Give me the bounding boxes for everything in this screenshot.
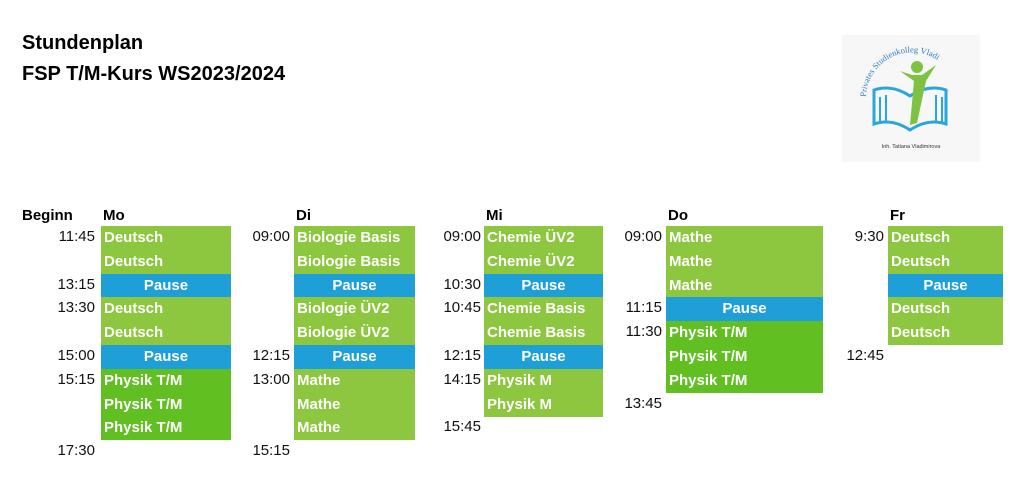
day-header: Mi xyxy=(486,207,503,224)
lesson-cell: Pause xyxy=(101,345,231,369)
start-time: 09:00 xyxy=(624,228,662,245)
lesson-cell: Biologie ÜV2 xyxy=(294,321,415,346)
logo-owner: Inh. Tatiana Vladimirova xyxy=(882,144,942,150)
lesson-cell: Deutsch xyxy=(888,321,1003,346)
start-time: 11:15 xyxy=(625,299,662,317)
lesson-cell: Physik T/M xyxy=(101,368,231,393)
lesson-cell: Pause xyxy=(666,297,823,322)
lesson-cell: Physik T/M xyxy=(101,392,231,417)
lesson-cell: Physik T/M xyxy=(666,345,823,369)
lesson-cell: Chemie Basis xyxy=(484,321,603,346)
lesson-cell: Deutsch xyxy=(888,226,1003,250)
logo: Privates Studienkolleg Vladi Inh. Tatian… xyxy=(842,35,980,162)
lesson-cell: Deutsch xyxy=(101,226,231,250)
lesson-cell: Pause xyxy=(484,345,603,369)
start-time: 12:15 xyxy=(252,347,290,364)
lesson-cell: Deutsch xyxy=(888,249,1003,274)
lesson-cell: Mathe xyxy=(666,226,823,250)
start-time: 15:45 xyxy=(443,418,481,436)
lesson-cell: Physik M xyxy=(484,368,603,393)
start-time: 11:45 xyxy=(58,228,95,245)
lesson-cell: Biologie Basis xyxy=(294,249,415,274)
start-time: 12:15 xyxy=(443,347,481,364)
title: Stundenplan xyxy=(22,32,144,54)
lesson-cell: Physik T/M xyxy=(101,416,231,441)
start-time: 15:15 xyxy=(57,370,95,388)
lesson-cell: Pause xyxy=(294,345,415,369)
start-time: 15:15 xyxy=(252,442,290,460)
start-time: 09:00 xyxy=(443,228,481,245)
lesson-cell: Mathe xyxy=(294,416,415,441)
lesson-cell: Deutsch xyxy=(101,249,231,274)
start-time: 9:30 xyxy=(854,228,884,245)
lesson-cell: Mathe xyxy=(666,249,823,274)
start-time: 10:45 xyxy=(443,299,481,317)
lesson-cell: Mathe xyxy=(294,368,415,393)
day-header: Fr xyxy=(890,207,905,224)
start-time: 13:45 xyxy=(624,394,662,412)
lesson-cell: Chemie ÜV2 xyxy=(484,249,603,274)
start-time: 10:30 xyxy=(443,275,481,293)
day-header: Mo xyxy=(103,207,125,224)
lesson-cell: Biologie ÜV2 xyxy=(294,297,415,322)
start-time: 11:30 xyxy=(625,323,662,341)
start-time: 13:15 xyxy=(57,275,95,293)
start-time: 12:45 xyxy=(846,347,884,364)
lesson-cell: Pause xyxy=(888,273,1003,298)
start-time: 09:00 xyxy=(252,228,290,245)
lesson-cell: Pause xyxy=(484,273,603,298)
lesson-cell: Physik M xyxy=(484,392,603,417)
day-header: Do xyxy=(668,207,688,224)
lesson-cell: Physik T/M xyxy=(666,368,823,393)
start-time: 15:00 xyxy=(57,347,95,364)
start-time: 13:00 xyxy=(252,370,290,388)
start-time: 13:30 xyxy=(57,299,95,317)
lesson-cell: Mathe xyxy=(294,392,415,417)
lesson-cell: Deutsch xyxy=(888,297,1003,322)
lesson-cell: Biologie Basis xyxy=(294,226,415,250)
time-header: Beginn xyxy=(22,207,73,224)
lesson-cell: Deutsch xyxy=(101,297,231,322)
lesson-cell: Deutsch xyxy=(101,321,231,346)
start-time: 17:30 xyxy=(57,442,95,460)
lesson-cell: Pause xyxy=(101,273,231,298)
lesson-cell: Pause xyxy=(294,273,415,298)
start-time: 14:15 xyxy=(443,370,481,388)
lesson-cell: Chemie Basis xyxy=(484,297,603,322)
lesson-cell: Physik T/M xyxy=(666,321,823,346)
lesson-cell: Chemie ÜV2 xyxy=(484,226,603,250)
lesson-cell: Mathe xyxy=(666,273,823,298)
subtitle: FSP T/M-Kurs WS2023/2024 xyxy=(22,63,286,85)
day-header: Di xyxy=(296,207,311,224)
